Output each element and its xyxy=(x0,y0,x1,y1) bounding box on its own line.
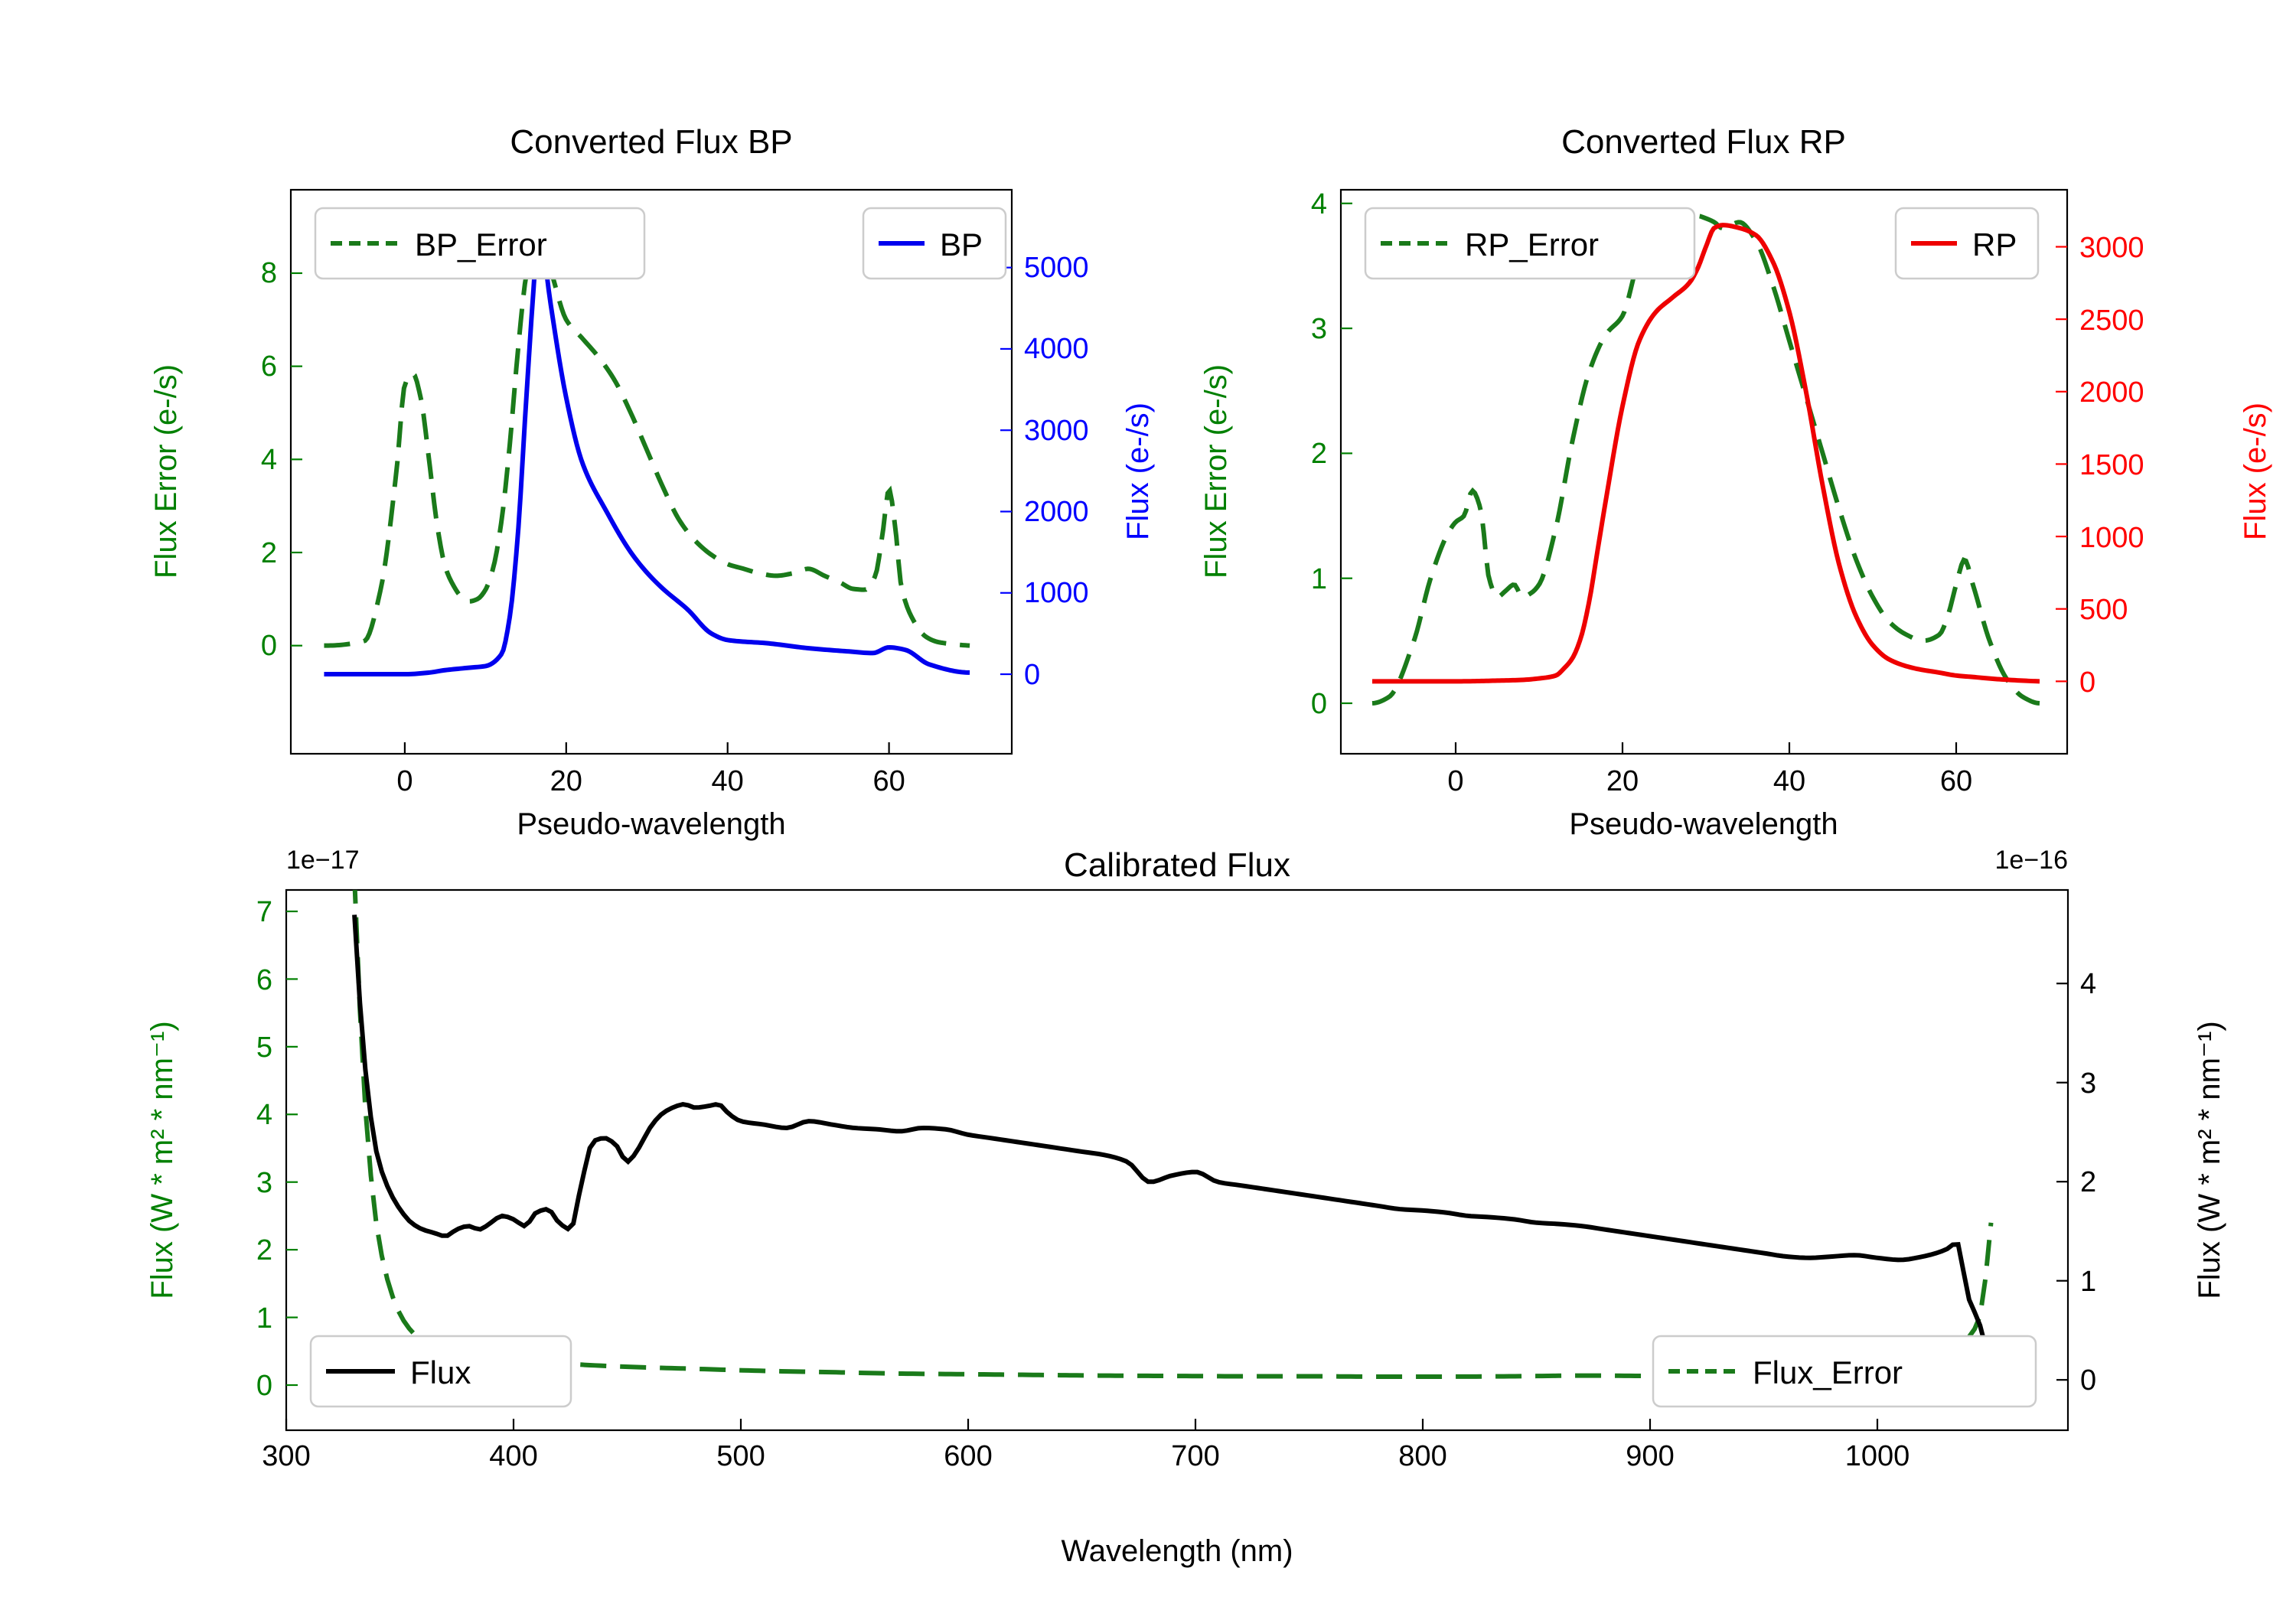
svg-text:1: 1 xyxy=(1311,563,1327,595)
svg-text:900: 900 xyxy=(1626,1440,1674,1472)
svg-text:0: 0 xyxy=(1024,659,1040,691)
svg-text:Flux (e-/s): Flux (e-/s) xyxy=(1121,403,1155,540)
svg-text:20: 20 xyxy=(550,765,582,797)
svg-text:400: 400 xyxy=(489,1440,537,1472)
svg-text:Pseudo-wavelength: Pseudo-wavelength xyxy=(1569,807,1838,841)
svg-text:Flux (W * m² * nm⁻¹): Flux (W * m² * nm⁻¹) xyxy=(2193,1021,2226,1299)
svg-text:60: 60 xyxy=(1940,765,1972,797)
svg-text:3000: 3000 xyxy=(2079,232,2144,264)
svg-text:Converted Flux BP: Converted Flux BP xyxy=(510,123,792,161)
svg-text:3: 3 xyxy=(256,1167,272,1199)
svg-text:500: 500 xyxy=(716,1440,765,1472)
svg-text:700: 700 xyxy=(1171,1440,1219,1472)
svg-text:4: 4 xyxy=(256,1099,272,1131)
svg-text:Flux: Flux xyxy=(410,1354,471,1390)
svg-text:20: 20 xyxy=(1606,765,1639,797)
svg-text:2: 2 xyxy=(1311,438,1327,470)
svg-text:8: 8 xyxy=(261,257,277,289)
svg-text:40: 40 xyxy=(1773,765,1805,797)
svg-text:0: 0 xyxy=(2079,667,2095,699)
svg-text:BP_Error: BP_Error xyxy=(415,227,547,262)
svg-text:Flux (W * m² * nm⁻¹): Flux (W * m² * nm⁻¹) xyxy=(145,1021,179,1299)
svg-text:0: 0 xyxy=(2080,1364,2096,1397)
svg-text:4: 4 xyxy=(1311,188,1327,220)
svg-text:4000: 4000 xyxy=(1024,333,1089,365)
svg-text:7: 7 xyxy=(256,896,272,928)
svg-text:0: 0 xyxy=(256,1370,272,1402)
svg-text:4: 4 xyxy=(261,444,277,476)
svg-text:800: 800 xyxy=(1398,1440,1446,1472)
svg-text:RP_Error: RP_Error xyxy=(1465,227,1599,262)
svg-text:0: 0 xyxy=(1311,688,1327,720)
svg-text:6: 6 xyxy=(261,350,277,383)
svg-text:0: 0 xyxy=(396,765,413,797)
svg-text:Flux_Error: Flux_Error xyxy=(1753,1354,1903,1390)
svg-text:40: 40 xyxy=(712,765,744,797)
svg-text:Pseudo-wavelength: Pseudo-wavelength xyxy=(517,807,785,841)
svg-text:1: 1 xyxy=(256,1302,272,1335)
svg-text:1500: 1500 xyxy=(2079,449,2144,481)
svg-text:60: 60 xyxy=(872,765,905,797)
svg-text:Flux Error (e-/s): Flux Error (e-/s) xyxy=(149,364,183,579)
svg-text:2: 2 xyxy=(256,1234,272,1266)
svg-text:2: 2 xyxy=(261,537,277,569)
svg-text:1000: 1000 xyxy=(1845,1440,1910,1472)
svg-text:Wavelength (nm): Wavelength (nm) xyxy=(1061,1534,1293,1568)
svg-text:1e−16: 1e−16 xyxy=(1995,846,2069,875)
svg-text:BP: BP xyxy=(940,227,983,262)
svg-text:1000: 1000 xyxy=(1024,577,1089,609)
svg-text:3000: 3000 xyxy=(1024,415,1089,447)
svg-text:1: 1 xyxy=(2080,1266,2096,1298)
svg-text:300: 300 xyxy=(262,1440,310,1472)
svg-text:600: 600 xyxy=(944,1440,992,1472)
svg-text:Converted Flux RP: Converted Flux RP xyxy=(1561,123,1846,161)
svg-text:1e−17: 1e−17 xyxy=(286,846,360,875)
svg-text:Flux Error (e-/s): Flux Error (e-/s) xyxy=(1199,364,1233,579)
svg-text:500: 500 xyxy=(2079,594,2128,626)
svg-text:1000: 1000 xyxy=(2079,522,2144,554)
svg-text:2500: 2500 xyxy=(2079,305,2144,337)
svg-text:3: 3 xyxy=(1311,313,1327,345)
svg-text:5: 5 xyxy=(256,1032,272,1064)
svg-text:0: 0 xyxy=(1447,765,1463,797)
svg-text:2000: 2000 xyxy=(2079,376,2144,409)
svg-text:4: 4 xyxy=(2080,968,2096,1000)
svg-text:3: 3 xyxy=(2080,1068,2096,1100)
svg-text:0: 0 xyxy=(261,630,277,662)
svg-text:6: 6 xyxy=(256,964,272,996)
svg-text:5000: 5000 xyxy=(1024,252,1089,284)
svg-text:Flux (e-/s): Flux (e-/s) xyxy=(2239,403,2272,540)
svg-text:2000: 2000 xyxy=(1024,496,1089,528)
svg-text:RP: RP xyxy=(1972,227,2017,262)
svg-text:Calibrated Flux: Calibrated Flux xyxy=(1064,846,1290,884)
svg-text:2: 2 xyxy=(2080,1166,2096,1198)
